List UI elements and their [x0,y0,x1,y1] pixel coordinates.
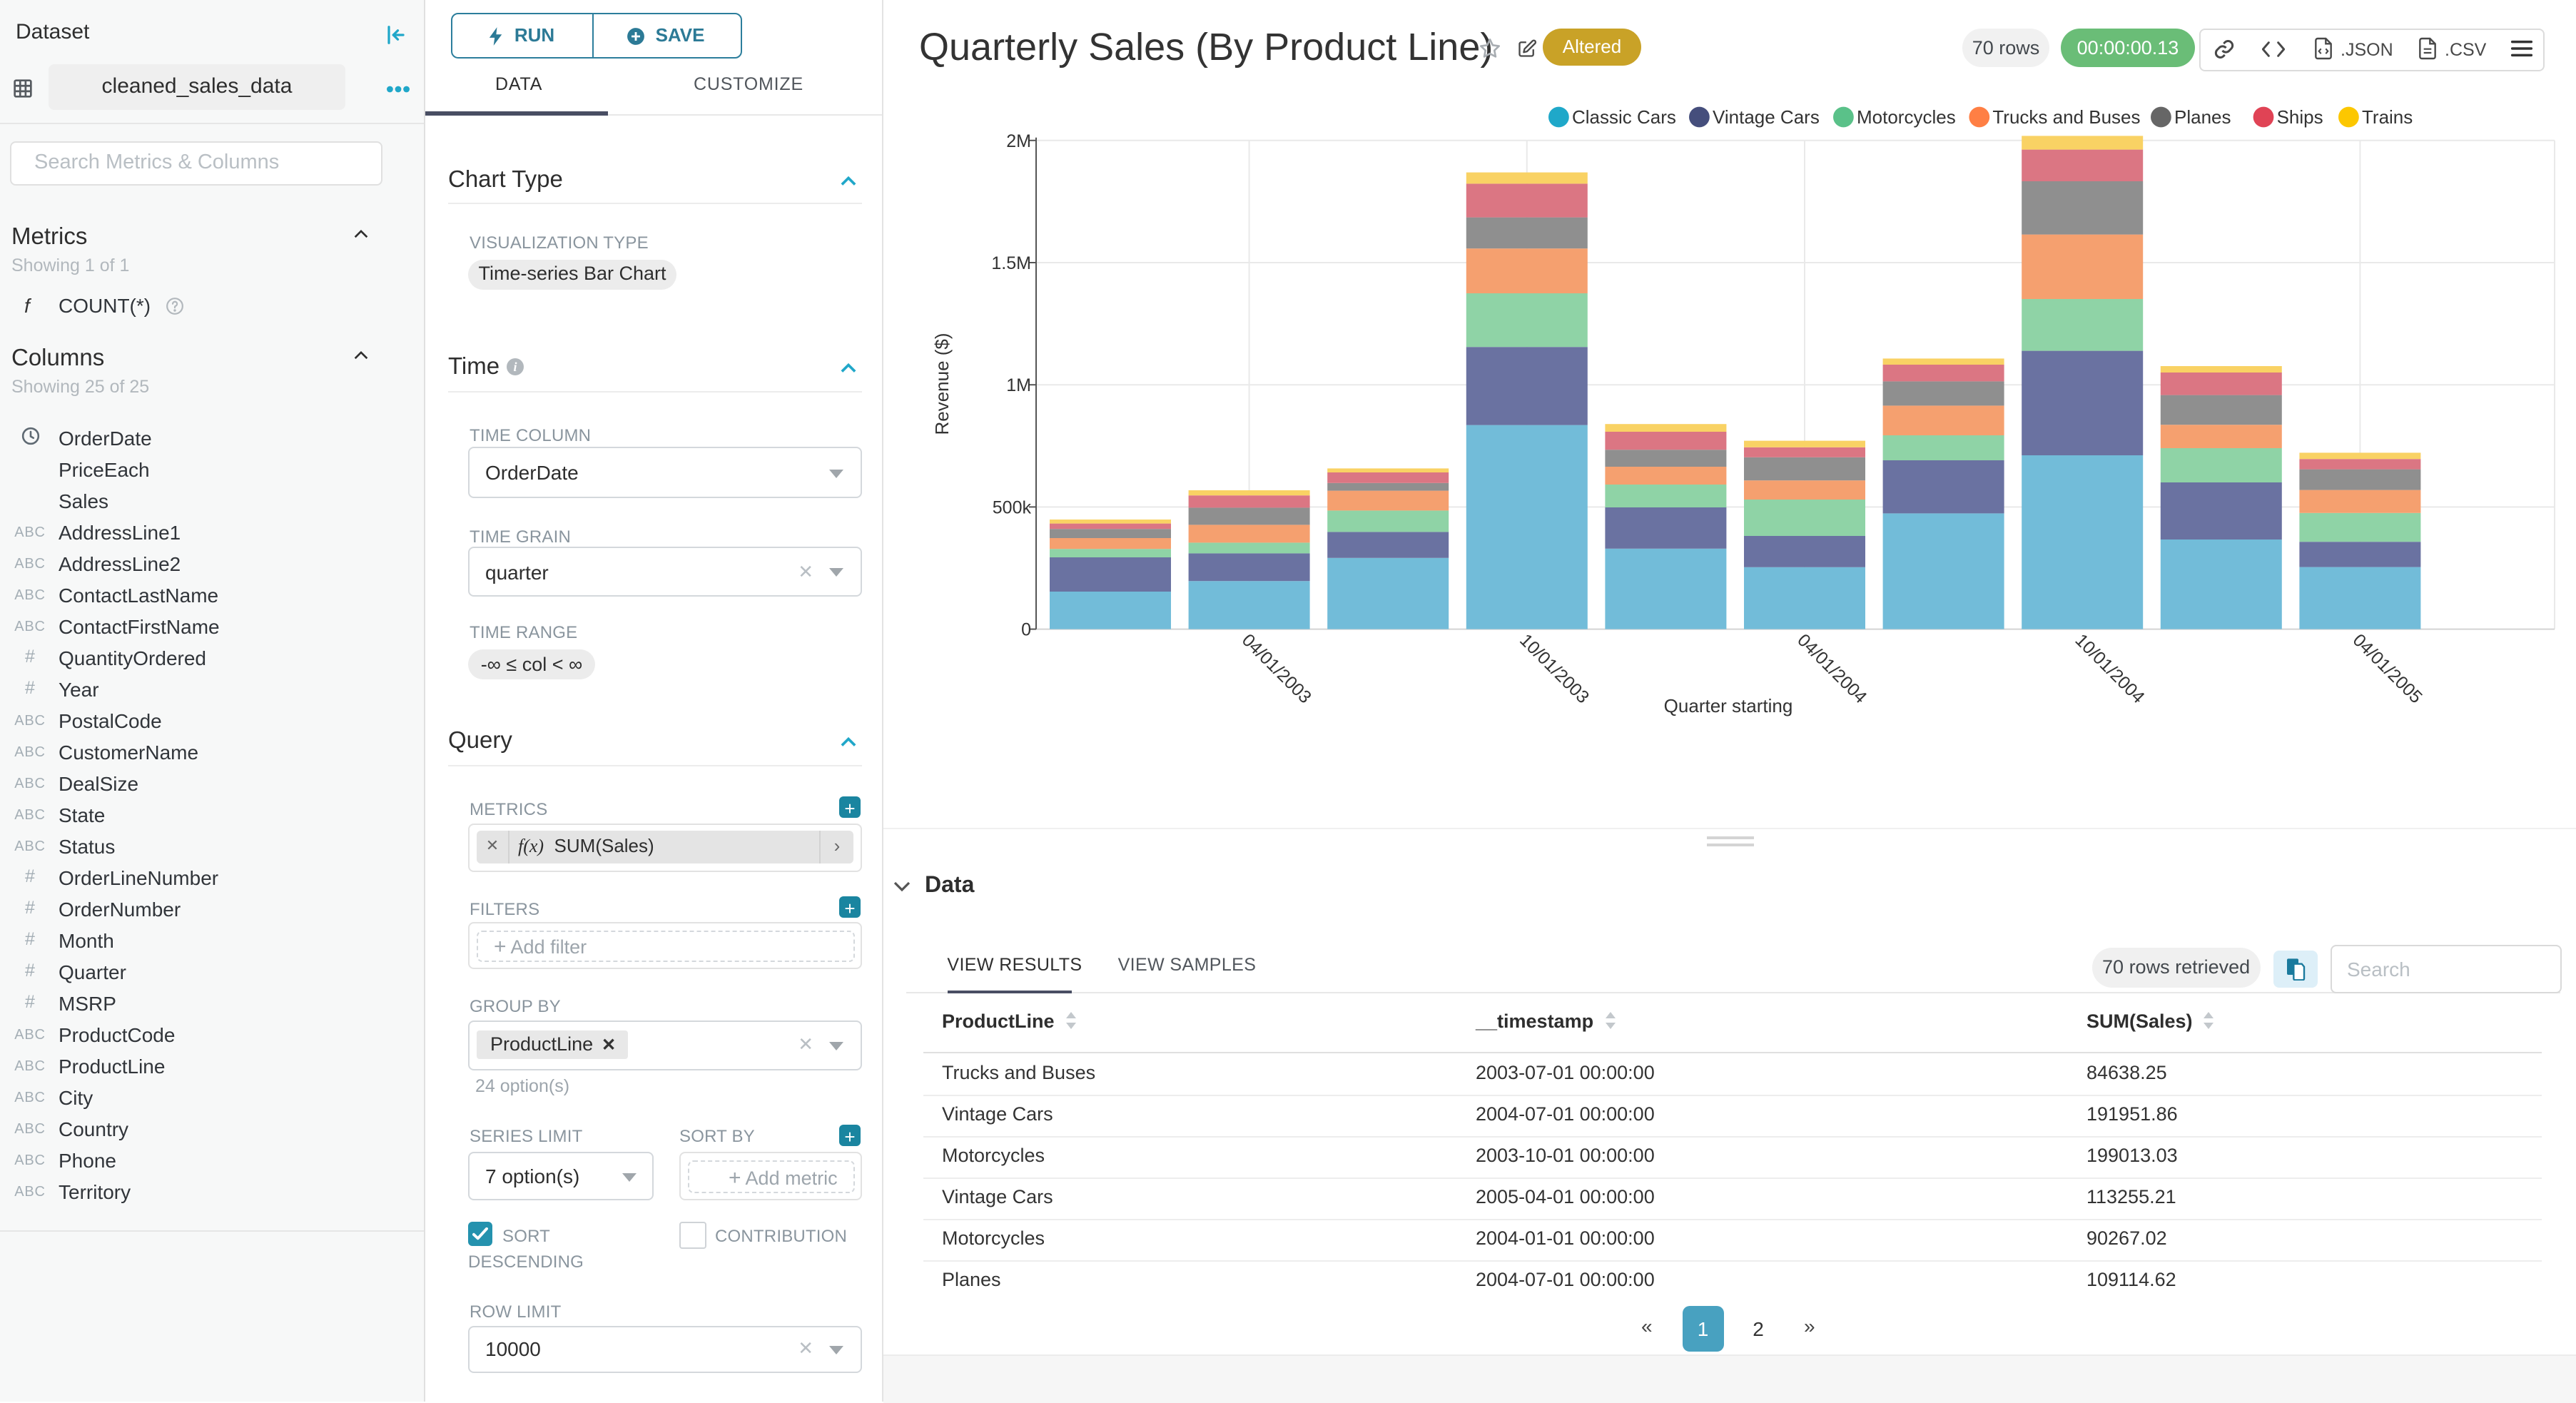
svg-text:2M: 2M [1006,131,1031,151]
svg-text:500k: 500k [993,497,1032,517]
svg-text:10/01/2004: 10/01/2004 [2071,630,2148,707]
svg-text:Trains: Trains [2362,106,2413,128]
svg-text:Trucks and Buses: Trucks and Buses [1992,106,2140,128]
svg-text:Classic Cars: Classic Cars [1572,106,1676,128]
svg-text:Motorcycles: Motorcycles [1857,106,1956,128]
svg-text:Vintage Cars: Vintage Cars [1713,106,1820,128]
svg-text:04/01/2005: 04/01/2005 [2349,630,2426,707]
svg-text:1.5M: 1.5M [991,253,1031,273]
svg-text:Ships: Ships [2277,106,2323,128]
svg-text:04/01/2003: 04/01/2003 [1238,630,1315,707]
svg-text:04/01/2004: 04/01/2004 [1793,630,1870,707]
svg-text:0: 0 [1021,620,1031,640]
svg-text:Quarter starting: Quarter starting [1664,695,1793,716]
svg-text:Planes: Planes [2174,106,2231,128]
svg-text:1M: 1M [1006,375,1031,395]
svg-text:10/01/2003: 10/01/2003 [1516,630,1593,707]
svg-text:Revenue ($): Revenue ($) [931,333,953,435]
